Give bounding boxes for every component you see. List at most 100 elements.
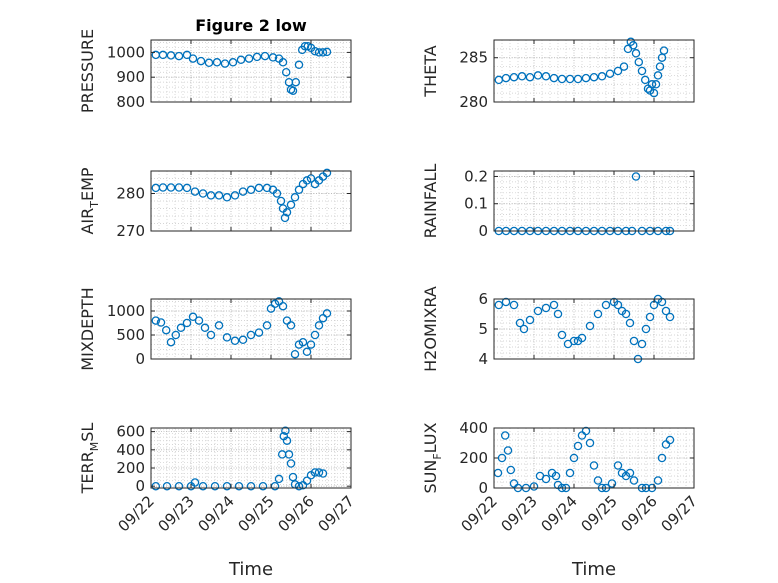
data-point xyxy=(665,312,675,322)
y-axis-label-main: PRESSURE xyxy=(78,29,97,113)
data-point xyxy=(290,349,300,359)
data-point xyxy=(161,325,171,335)
plot-area xyxy=(151,40,351,102)
data-point xyxy=(577,333,587,343)
data-point xyxy=(619,62,629,71)
data-point xyxy=(262,321,272,330)
data-point xyxy=(290,193,300,202)
data-point xyxy=(581,426,591,436)
panel-rainfall: 0 0.1 0.2 RAINFALL xyxy=(421,164,695,240)
data-point xyxy=(310,46,320,56)
data-point xyxy=(629,476,639,485)
data-point xyxy=(503,446,513,455)
data-point xyxy=(657,453,667,463)
data-point xyxy=(322,47,332,57)
data-point xyxy=(314,48,324,57)
panel-mixdepth: 0 500 1000 MIXDEPTH xyxy=(78,287,352,371)
data-point xyxy=(278,58,288,67)
data-point xyxy=(551,471,561,481)
y-tick-label: 800 xyxy=(116,93,145,111)
data-point xyxy=(565,74,575,84)
panel-theta: 280 285 THETA xyxy=(421,37,695,111)
data-point xyxy=(230,191,240,200)
y-tick-label: 0 xyxy=(135,477,145,495)
data-point xyxy=(497,453,507,463)
data-point xyxy=(298,337,308,347)
y-axis-label-subscript: T xyxy=(88,201,101,209)
data-point xyxy=(171,330,181,340)
y-axis-label-main: TERR xyxy=(78,451,97,494)
data-point xyxy=(628,41,638,50)
figure-title: Figure 2 low xyxy=(195,16,307,35)
data-point xyxy=(533,306,543,316)
y-axis-label: SUNFLUX xyxy=(421,422,444,493)
data-point xyxy=(322,309,332,318)
data-point xyxy=(541,474,551,484)
data-point xyxy=(162,481,172,491)
data-point xyxy=(288,86,298,96)
axes-box xyxy=(150,39,352,103)
data-point xyxy=(515,318,525,328)
y-axis-label-tail: SL xyxy=(78,423,97,442)
data-point xyxy=(653,476,663,485)
y-tick-label: 500 xyxy=(116,326,145,344)
data-point xyxy=(314,321,324,330)
data-point xyxy=(500,431,510,440)
y-axis-label-subscript: M xyxy=(88,442,101,452)
y-axis-label: TERRMSL xyxy=(78,423,101,495)
y-tick-label: 400 xyxy=(459,419,488,437)
data-point xyxy=(641,324,651,334)
data-point xyxy=(597,72,607,81)
y-axis-label-main: RAINFALL xyxy=(421,164,440,239)
data-point xyxy=(657,297,667,307)
data-point xyxy=(314,468,324,477)
data-point xyxy=(569,453,579,463)
data-point xyxy=(228,58,238,67)
data-point xyxy=(306,340,316,349)
plot-area xyxy=(151,428,351,488)
axes-box xyxy=(493,39,695,103)
data-point xyxy=(581,73,591,83)
plot-area xyxy=(494,171,694,231)
data-point xyxy=(220,59,230,68)
y-axis-label-tail: LUX xyxy=(421,422,440,453)
data-point xyxy=(318,48,328,57)
x-axis-label-right: Time xyxy=(571,559,616,580)
data-point xyxy=(238,335,248,345)
data-point xyxy=(593,309,603,319)
y-tick-label: 1000 xyxy=(107,302,145,320)
data-point xyxy=(254,328,264,337)
data-point xyxy=(637,339,647,349)
data-point xyxy=(607,479,617,488)
data-point xyxy=(533,71,543,80)
data-point xyxy=(573,441,583,451)
data-point xyxy=(557,74,567,84)
data-point xyxy=(553,309,563,319)
data-point xyxy=(322,168,332,178)
data-point xyxy=(200,323,210,333)
data-point xyxy=(634,57,644,67)
data-point xyxy=(252,52,262,62)
data-point xyxy=(310,330,320,340)
axes-box xyxy=(493,170,695,232)
data-point xyxy=(238,187,248,196)
y-axis-label: MIXDEPTH xyxy=(78,287,97,370)
data-point xyxy=(565,468,575,478)
y-tick-label: 280 xyxy=(116,185,145,203)
data-point xyxy=(286,321,296,330)
data-point xyxy=(244,54,254,63)
y-axis-label-tail: EMP xyxy=(78,167,97,201)
y-tick-label: 270 xyxy=(116,222,145,240)
data-point xyxy=(230,336,240,346)
axes-box xyxy=(150,170,352,232)
y-tick-label: 0 xyxy=(135,350,145,368)
y-tick-label: 0.2 xyxy=(464,167,488,185)
y-tick-label: 0 xyxy=(478,479,488,497)
data-point xyxy=(625,468,635,478)
panel-air-temp: 270 280 AIRTEMP xyxy=(78,167,352,240)
data-point xyxy=(541,303,551,313)
data-point xyxy=(166,183,176,192)
y-tick-label: 6 xyxy=(478,290,488,308)
data-point xyxy=(276,196,286,206)
